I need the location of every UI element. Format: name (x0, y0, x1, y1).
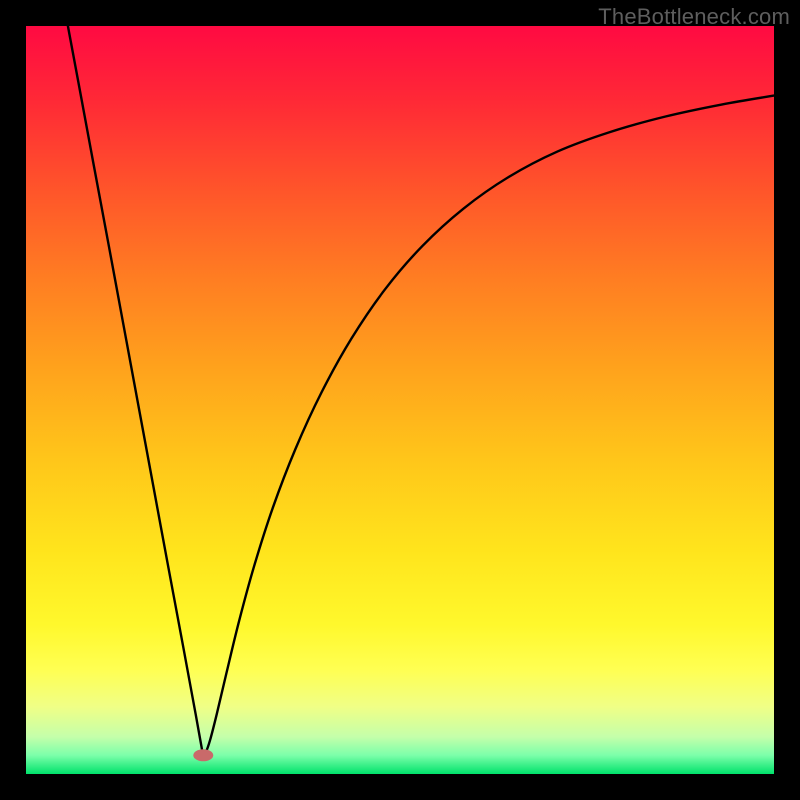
plot-area (26, 26, 774, 774)
watermark-label: TheBottleneck.com (598, 4, 790, 30)
chart-svg (26, 26, 774, 774)
chart-frame: TheBottleneck.com (0, 0, 800, 800)
vertex-marker (193, 749, 213, 761)
